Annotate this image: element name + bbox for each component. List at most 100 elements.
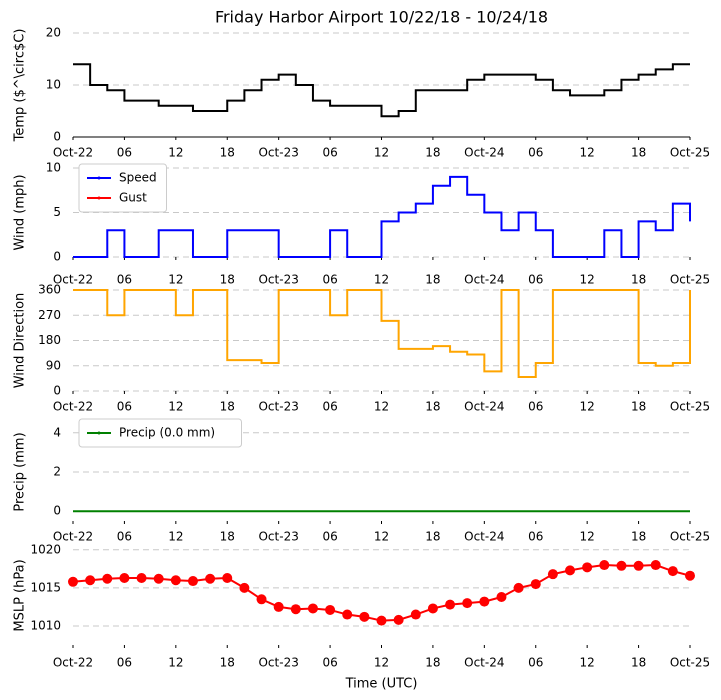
y-tick-label: 0 — [53, 504, 61, 518]
x-tick-label: Oct-22 — [53, 656, 93, 670]
data-point — [462, 598, 473, 609]
y-tick-label: 0 — [53, 130, 61, 144]
x-tick-label: 06 — [528, 273, 543, 287]
data-point — [256, 594, 267, 605]
data-point — [325, 604, 336, 615]
data-point — [85, 575, 96, 586]
data-point — [393, 614, 404, 625]
x-tick-label: Oct-24 — [464, 530, 504, 544]
data-point — [479, 596, 490, 607]
y-axis-label: Temp ($^\circ$C) — [13, 29, 28, 143]
x-tick-label: Oct-23 — [258, 400, 298, 414]
y-tick-label: 1015 — [30, 580, 61, 594]
data-point — [307, 603, 318, 614]
y-tick-label: 180 — [38, 333, 61, 347]
x-tick-label: 12 — [374, 656, 389, 670]
y-tick-label: 10 — [46, 161, 61, 175]
x-axis-label: Time (UTC) — [345, 677, 418, 692]
data-point — [513, 582, 524, 593]
series-line — [73, 175, 691, 258]
data-point — [599, 560, 610, 571]
x-tick-label: 18 — [631, 273, 646, 287]
x-tick-label: 18 — [631, 400, 646, 414]
data-point — [153, 573, 164, 584]
y-axis-label: Precip (mm) — [13, 432, 28, 511]
data-point — [273, 601, 284, 612]
x-tick-label: Oct-22 — [53, 146, 93, 160]
y-tick-label: 270 — [38, 308, 61, 322]
data-point — [633, 560, 644, 571]
x-tick-label: 18 — [425, 400, 440, 414]
x-tick-label: 12 — [168, 273, 183, 287]
legend-box — [78, 163, 167, 213]
x-tick-label: 12 — [374, 273, 389, 287]
chart-title: Friday Harbor Airport 10/22/18 - 10/24/1… — [215, 8, 548, 27]
x-tick-label: 18 — [425, 146, 440, 160]
x-tick-label: 12 — [580, 273, 595, 287]
x-tick-label: 18 — [631, 530, 646, 544]
data-point — [222, 572, 233, 583]
series-line — [73, 289, 691, 378]
x-tick-label: 06 — [322, 146, 337, 160]
x-tick-label: Oct-25 — [670, 400, 710, 414]
data-point — [376, 615, 387, 626]
y-tick-label: 0 — [53, 384, 61, 398]
legend-box — [78, 418, 242, 448]
y-tick-label: 4 — [53, 425, 61, 439]
series-line — [72, 564, 691, 622]
data-point — [410, 609, 421, 620]
legend-label: Speed — [119, 171, 157, 185]
data-point — [616, 560, 627, 571]
x-tick-label: 12 — [168, 656, 183, 670]
data-point — [667, 566, 678, 577]
y-tick-label: 2 — [53, 465, 61, 479]
y-axis-label: MSLP (hPa) — [13, 559, 28, 631]
x-tick-label: 06 — [322, 400, 337, 414]
x-tick-label: 18 — [425, 530, 440, 544]
x-tick-label: Oct-23 — [258, 656, 298, 670]
legend-marker — [97, 196, 101, 200]
data-point — [68, 576, 78, 587]
data-point — [102, 573, 113, 584]
x-tick-label: 18 — [631, 146, 646, 160]
x-tick-label: 12 — [374, 400, 389, 414]
x-tick-label: 06 — [117, 146, 132, 160]
x-tick-label: 06 — [117, 400, 132, 414]
y-tick-label: 10 — [46, 78, 61, 92]
data-point — [359, 611, 370, 622]
y-tick-label: 0 — [53, 250, 61, 264]
x-tick-label: 06 — [322, 530, 337, 544]
x-tick-label: Oct-22 — [53, 530, 93, 544]
x-tick-label: Oct-23 — [258, 273, 298, 287]
data-point — [290, 604, 301, 615]
x-tick-label: 06 — [528, 400, 543, 414]
x-tick-label: Oct-23 — [258, 146, 298, 160]
x-tick-label: Oct-22 — [53, 273, 93, 287]
data-point — [136, 572, 147, 583]
data-point — [685, 570, 695, 581]
y-tick-label: 1010 — [30, 618, 61, 632]
x-tick-label: 06 — [528, 656, 543, 670]
legend-label: Gust — [119, 191, 147, 205]
data-point — [119, 572, 130, 583]
y-axis-label: Wind Direction — [13, 293, 28, 389]
x-tick-label: 18 — [220, 530, 235, 544]
x-tick-label: 12 — [168, 146, 183, 160]
y-axis-label: Wind (mph) — [13, 174, 28, 250]
data-point — [205, 573, 216, 584]
x-tick-label: Oct-23 — [258, 530, 298, 544]
x-tick-label: 12 — [168, 530, 183, 544]
x-tick-label: 12 — [580, 530, 595, 544]
x-tick-label: Oct-24 — [464, 146, 504, 160]
y-tick-label: 20 — [46, 26, 61, 40]
x-tick-label: 12 — [374, 530, 389, 544]
series-line — [73, 63, 690, 118]
data-point — [530, 579, 541, 590]
x-tick-label: 06 — [528, 146, 543, 160]
x-tick-label: 18 — [425, 656, 440, 670]
y-tick-label: 1020 — [30, 542, 61, 556]
data-point — [187, 576, 198, 587]
x-tick-label: Oct-24 — [464, 400, 504, 414]
legend-marker — [97, 176, 101, 180]
data-point — [565, 565, 576, 576]
